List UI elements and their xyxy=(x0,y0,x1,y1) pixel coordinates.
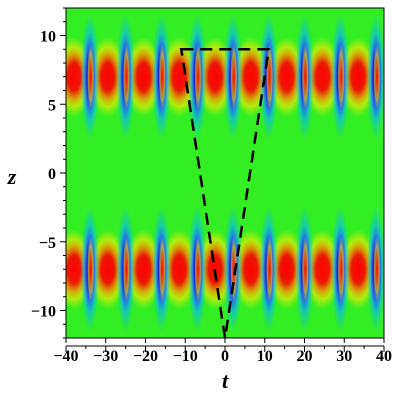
overlay-layer xyxy=(179,48,271,338)
axes-layer: −40 −30 −20 −10 0 10 20 30 40 −10 −5 0 5 10 xyxy=(31,7,392,365)
upper-band-core xyxy=(87,43,95,110)
x-tick-label: 10 xyxy=(257,348,273,365)
lower-band-core xyxy=(87,236,95,303)
upper-band-core xyxy=(337,43,345,110)
y-tick-label: −5 xyxy=(39,235,56,252)
upper-band-core xyxy=(265,43,274,110)
upper-band-core xyxy=(230,43,238,110)
lower-band-core xyxy=(194,236,202,303)
upper-band-core xyxy=(194,43,202,110)
lower-band-core xyxy=(122,236,130,303)
x-tick-label: 20 xyxy=(297,348,313,365)
x-axis-label: t xyxy=(222,368,229,393)
y-tick-label: 10 xyxy=(40,29,56,46)
lower-band-core xyxy=(301,236,309,303)
x-tick-label: −20 xyxy=(133,348,158,365)
upper-band-core xyxy=(301,43,309,110)
upper-band-core xyxy=(122,43,130,110)
x-tick-label: 40 xyxy=(376,348,392,365)
y-tick-label: 5 xyxy=(48,97,56,114)
x-tick-label: 30 xyxy=(336,348,352,365)
upper-band-core xyxy=(158,43,166,110)
y-tick-label: −10 xyxy=(31,304,56,321)
lower-band-core xyxy=(265,236,274,303)
y-tick-label: 0 xyxy=(48,166,56,183)
x-tick-label: −10 xyxy=(173,348,198,365)
x-tick-label: −30 xyxy=(93,348,118,365)
lower-band-core xyxy=(373,236,381,303)
x-tick-label: 0 xyxy=(221,348,229,365)
y-axis-label: z xyxy=(7,164,17,189)
lower-band-core xyxy=(337,236,345,303)
lower-band-core xyxy=(158,236,166,303)
overlay-dashed-triangle xyxy=(179,48,271,338)
heatmap-layer xyxy=(66,13,384,333)
x-tick-label: −40 xyxy=(53,348,78,365)
upper-band-core xyxy=(373,43,381,110)
